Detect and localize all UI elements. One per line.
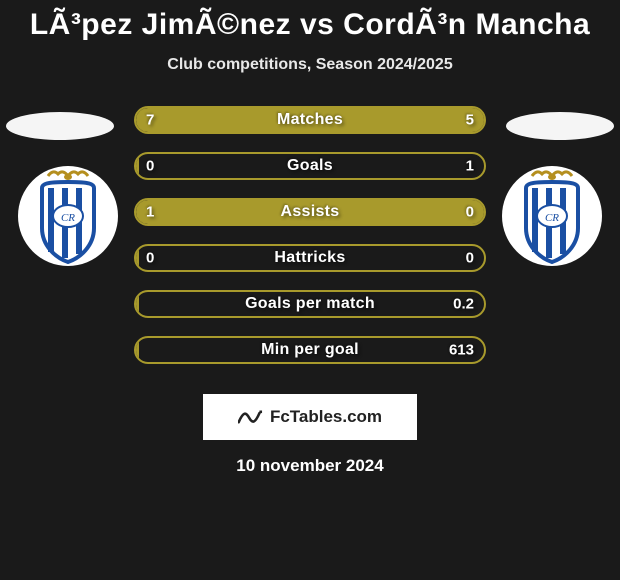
player-right-base-ellipse xyxy=(506,112,614,140)
stat-bar: 0 Hattricks 0 xyxy=(134,244,486,272)
comparison-date: 10 november 2024 xyxy=(0,456,620,476)
club-shield-icon: CR xyxy=(502,166,602,266)
stat-label: Matches xyxy=(277,111,343,129)
stat-right-value: 0 xyxy=(466,250,474,267)
player-left-base-ellipse xyxy=(6,112,114,140)
stat-right-value: 5 xyxy=(466,112,474,129)
stat-bar: 7 Matches 5 xyxy=(134,106,486,134)
stat-label: Goals xyxy=(287,157,333,175)
stat-left-value: 0 xyxy=(146,158,154,175)
stat-label: Min per goal xyxy=(261,341,359,359)
stat-bar-fill xyxy=(136,246,139,270)
stat-left-value: 7 xyxy=(146,112,154,129)
source-logo-text: FcTables.com xyxy=(270,407,382,427)
comparison-title: LÃ³pez JimÃ©nez vs CordÃ³n Mancha xyxy=(0,0,620,42)
stat-bar: 0 Goals 1 xyxy=(134,152,486,180)
stat-right-value: 0.2 xyxy=(453,296,474,313)
stat-bar-fill xyxy=(136,338,139,362)
stat-right-value: 0 xyxy=(466,204,474,221)
comparison-card: LÃ³pez JimÃ©nez vs CordÃ³n Mancha Club c… xyxy=(0,0,620,580)
stat-left-value: 1 xyxy=(146,204,154,221)
stat-right-value: 613 xyxy=(449,342,474,359)
player-left-club-badge: CR xyxy=(18,166,118,266)
stat-bar: Goals per match 0.2 xyxy=(134,290,486,318)
fctables-wave-icon xyxy=(238,408,264,426)
stats-bars: 7 Matches 5 0 Goals 1 1 Assists 0 0 Hattricks 0 Goal… xyxy=(134,106,486,364)
stat-label: Assists xyxy=(280,203,339,221)
svg-text:CR: CR xyxy=(61,212,75,224)
club-shield-icon: CR xyxy=(18,166,118,266)
stat-label: Hattricks xyxy=(274,249,345,267)
stat-bar: 1 Assists 0 xyxy=(134,198,486,226)
stat-bar-fill xyxy=(136,292,139,316)
stat-left-value: 0 xyxy=(146,250,154,267)
stat-label: Goals per match xyxy=(245,295,375,313)
svg-text:CR: CR xyxy=(545,212,559,224)
source-logo: FcTables.com xyxy=(203,394,417,440)
stat-bar-fill xyxy=(136,154,139,178)
stat-bar: Min per goal 613 xyxy=(134,336,486,364)
stat-right-value: 1 xyxy=(466,158,474,175)
player-right-club-badge: CR xyxy=(502,166,602,266)
comparison-subtitle: Club competitions, Season 2024/2025 xyxy=(0,56,620,74)
